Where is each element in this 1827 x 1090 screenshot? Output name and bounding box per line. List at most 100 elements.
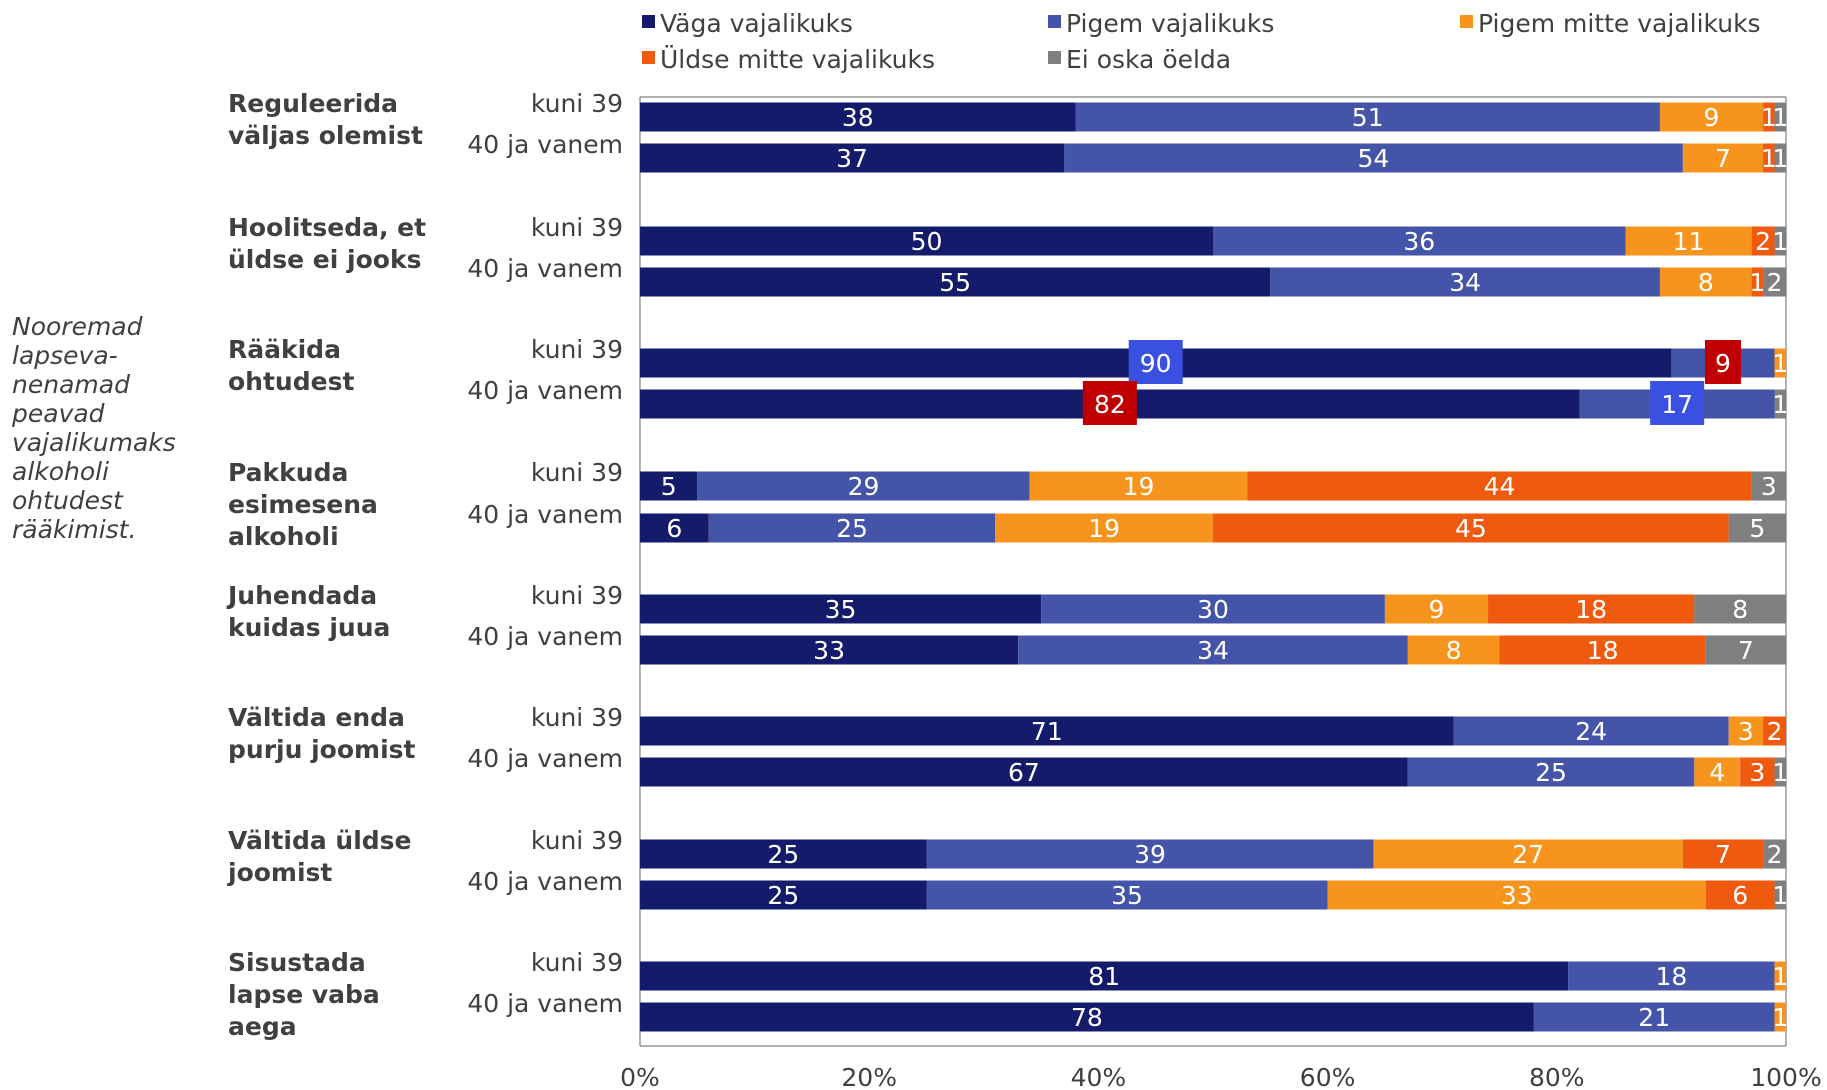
bar-value-label: 78 xyxy=(1071,1003,1103,1032)
group-label: Hoolitseda, et xyxy=(228,213,426,242)
bar-segment xyxy=(1694,757,1741,787)
bar-segment xyxy=(1029,471,1248,501)
bar-value-label: 50 xyxy=(911,227,943,256)
bar-segment xyxy=(1751,267,1764,297)
bar-value-label: 38 xyxy=(842,103,874,132)
group-label: aega xyxy=(228,1012,297,1041)
row-label: kuni 39 xyxy=(531,213,623,242)
bar-value-label: 1 xyxy=(1761,103,1777,132)
bar-value-label: 3 xyxy=(1749,758,1765,787)
bar-segment xyxy=(640,513,709,543)
bar-value-label: 82 xyxy=(1094,390,1126,419)
bar-segment xyxy=(1774,1002,1786,1032)
bar-segment xyxy=(1384,594,1489,624)
bar-value-label: 90 xyxy=(1140,349,1172,378)
group-label: üldse ei jooks xyxy=(228,245,421,274)
legend-swatch xyxy=(642,15,655,28)
row-label: 40 ja vanem xyxy=(467,989,623,1018)
side-note-line: ohtudest xyxy=(12,486,123,515)
bar-segment xyxy=(1774,880,1786,910)
bar-value-label: 33 xyxy=(813,636,845,665)
bar-segment xyxy=(1041,594,1385,624)
bar-value-label: 37 xyxy=(836,144,868,173)
bar-segment xyxy=(640,635,1019,665)
bar-value-label: 4 xyxy=(1709,758,1725,787)
bar-segment xyxy=(1213,513,1729,543)
highlight-label-box xyxy=(1650,381,1705,425)
bar-value-label: 33 xyxy=(1501,881,1533,910)
bar-value-label: 7 xyxy=(1715,144,1731,173)
bar-value-label: 25 xyxy=(836,514,868,543)
bar-value-label: 7 xyxy=(1738,636,1754,665)
bar-value-label: 1 xyxy=(1749,268,1765,297)
highlight-label-box xyxy=(1082,381,1137,425)
group-label: Rääkida xyxy=(228,335,341,364)
group-label: Vältida üldse xyxy=(228,826,412,855)
bar-value-label: 9 xyxy=(1704,103,1720,132)
bar-segment xyxy=(1373,839,1683,869)
bar-segment xyxy=(1774,961,1786,991)
bar-segment xyxy=(640,267,1271,297)
bar-segment xyxy=(1728,513,1786,543)
bar-segment xyxy=(1763,102,1775,132)
bar-segment xyxy=(1499,635,1706,665)
bar-segment xyxy=(640,961,1569,991)
bar-value-label: 39 xyxy=(1134,840,1166,869)
bar-value-label: 44 xyxy=(1484,472,1516,501)
bar-segment xyxy=(1247,471,1752,501)
row-label: kuni 39 xyxy=(531,458,623,487)
legend-swatch xyxy=(1048,51,1061,64)
bar-value-label: 34 xyxy=(1197,636,1229,665)
bar-segment xyxy=(640,880,927,910)
bar-value-label: 3 xyxy=(1761,472,1777,501)
x-tick-label: 0% xyxy=(620,1063,660,1090)
row-label: 40 ja vanem xyxy=(467,500,623,529)
bar-segment xyxy=(1568,961,1775,991)
bar-value-label: 1 xyxy=(1772,349,1788,378)
bar-value-label: 30 xyxy=(1197,595,1229,624)
legend-label: Pigem vajalikuks xyxy=(1066,9,1274,38)
row-label: kuni 39 xyxy=(531,948,623,977)
bar-segment xyxy=(640,143,1065,173)
bar-segment xyxy=(1075,102,1660,132)
row-label: kuni 39 xyxy=(531,89,623,118)
bar-segment xyxy=(926,839,1374,869)
legend-label: Pigem mitte vajalikuks xyxy=(1478,9,1761,38)
bar-value-label: 1 xyxy=(1772,962,1788,991)
group-label: Vältida enda xyxy=(228,703,405,732)
bar-segment xyxy=(1659,102,1764,132)
bar-value-label: 2 xyxy=(1767,840,1783,869)
bar-segment xyxy=(1728,716,1764,746)
bar-segment xyxy=(1694,594,1786,624)
bar-segment xyxy=(1682,839,1764,869)
bar-segment xyxy=(1453,716,1729,746)
bar-value-label: 2 xyxy=(1767,717,1783,746)
bar-segment xyxy=(1407,635,1500,665)
row-label: kuni 39 xyxy=(531,703,623,732)
bar-segment xyxy=(640,102,1076,132)
bar-value-label: 17 xyxy=(1661,390,1693,419)
group-label: väljas olemist xyxy=(228,121,423,150)
group-label: purju joomist xyxy=(228,735,416,764)
side-note: Nooremad lapseva- nenamad peavad vajalik… xyxy=(12,312,197,544)
bar-value-label: 34 xyxy=(1449,268,1481,297)
bar-value-label: 9 xyxy=(1429,595,1445,624)
bar-value-label: 35 xyxy=(1111,881,1143,910)
bar-value-label: 9 xyxy=(1715,349,1731,378)
bar-value-label: 81 xyxy=(1088,962,1120,991)
bar-value-label: 29 xyxy=(848,472,880,501)
x-tick-label: 100% xyxy=(1750,1063,1821,1090)
row-label: kuni 39 xyxy=(531,581,623,610)
bar-value-label: 36 xyxy=(1403,227,1435,256)
bar-segment xyxy=(640,471,698,501)
bar-value-label: 25 xyxy=(1535,758,1567,787)
bar-segment xyxy=(1763,267,1786,297)
group-label: Pakkuda xyxy=(228,458,348,487)
bar-value-label: 8 xyxy=(1698,268,1714,297)
bar-value-label: 1 xyxy=(1772,227,1788,256)
highlight-label-box xyxy=(1128,340,1183,384)
bar-segment xyxy=(1625,226,1752,256)
side-note-line: vajalikumaks xyxy=(12,428,176,457)
group-label: Reguleerida xyxy=(228,89,398,118)
